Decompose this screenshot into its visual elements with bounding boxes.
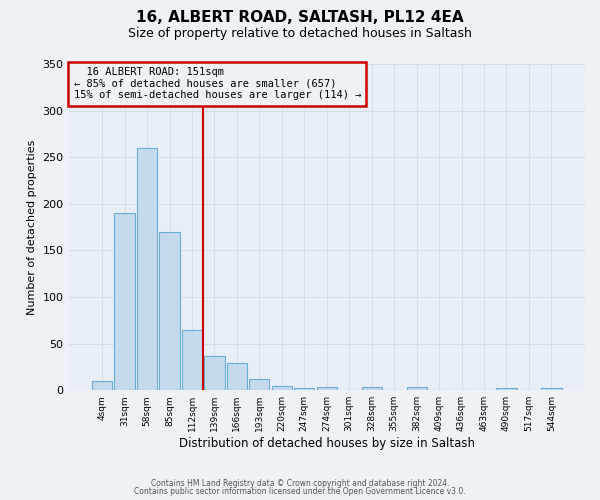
Bar xyxy=(205,356,224,390)
Bar xyxy=(407,388,427,390)
Bar xyxy=(137,148,157,390)
Bar xyxy=(294,388,314,390)
Text: Contains public sector information licensed under the Open Government Licence v3: Contains public sector information licen… xyxy=(134,487,466,496)
Bar xyxy=(182,330,202,390)
Bar xyxy=(249,379,269,390)
Bar xyxy=(227,363,247,390)
Text: 16, ALBERT ROAD, SALTASH, PL12 4EA: 16, ALBERT ROAD, SALTASH, PL12 4EA xyxy=(136,10,464,25)
Bar xyxy=(541,388,562,390)
Text: Contains HM Land Registry data © Crown copyright and database right 2024.: Contains HM Land Registry data © Crown c… xyxy=(151,478,449,488)
Y-axis label: Number of detached properties: Number of detached properties xyxy=(27,140,37,315)
Bar xyxy=(362,388,382,390)
X-axis label: Distribution of detached houses by size in Saltash: Distribution of detached houses by size … xyxy=(179,437,475,450)
Bar xyxy=(160,232,179,390)
Text: Size of property relative to detached houses in Saltash: Size of property relative to detached ho… xyxy=(128,28,472,40)
Bar xyxy=(496,388,517,390)
Bar xyxy=(92,381,112,390)
Bar xyxy=(317,388,337,390)
Text: 16 ALBERT ROAD: 151sqm
← 85% of detached houses are smaller (657)
15% of semi-de: 16 ALBERT ROAD: 151sqm ← 85% of detached… xyxy=(74,68,361,100)
Bar xyxy=(272,386,292,390)
Bar xyxy=(115,213,134,390)
